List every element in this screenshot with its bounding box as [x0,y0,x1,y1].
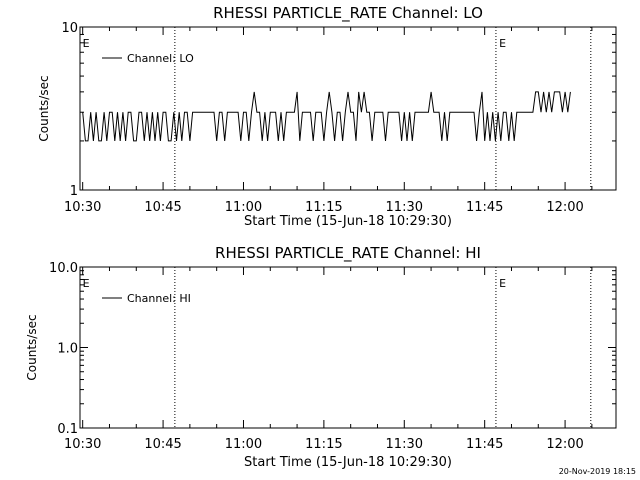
panel2-x-tick-label: 10:45 [144,437,181,452]
panel1-title: RHESSI PARTICLE_RATE Channel: LO [213,4,483,23]
panel1-y-tick-label: 10 [61,21,78,36]
panel2-event-marker: E [83,277,90,290]
panel1-x-tick-label: 11:30 [386,200,423,215]
panel1-x-tick-label: 11:15 [305,200,342,215]
panel1-event-marker: E [499,37,506,50]
panel2-x-tick-label: 12:00 [546,437,583,452]
panel1-x-tick-label: 11:00 [225,200,262,215]
panel2-legend-label: Channel: HI [127,292,191,305]
panel1-x-tick-label: 12:00 [546,200,583,215]
panel1-x-tick-label: 10:45 [144,200,181,215]
panel2-y-tick-label: 1.0 [57,342,78,357]
panel2-y-axis-label: Counts/sec [25,314,39,380]
panel1-y-tick-label: 1 [70,184,78,199]
panel2-title: RHESSI PARTICLE_RATE Channel: HI [215,244,481,263]
panel2-y-tick-label: 10.0 [49,261,78,276]
panel2-event-marker: E [499,277,506,290]
panel1-event-marker: E [83,37,90,50]
panel1-x-axis-label: Start Time (15-Jun-18 10:29:30) [244,214,452,229]
panel2-x-tick-label: 11:00 [225,437,262,452]
panel2-y-tick-label: 0.1 [57,422,78,437]
panel1-plot-frame [79,26,617,191]
panel2-x-tick-label: 10:30 [64,437,101,452]
panel1-x-tick-label: 11:45 [466,200,503,215]
panel2-x-tick-label: 11:45 [466,437,503,452]
panel2-x-axis-label: Start Time (15-Jun-18 10:29:30) [244,455,452,470]
panel2-x-tick-label: 11:15 [305,437,342,452]
panel1-legend-label: Channel: LO [127,52,194,65]
footer-timestamp: 20-Nov-2019 18:15 [559,467,636,476]
panel2-x-tick-label: 11:30 [386,437,423,452]
panel1-x-tick-label: 10:30 [64,200,101,215]
panel1-y-axis-label: Counts/sec [37,75,51,141]
panel1-series-line-1 [82,91,571,142]
